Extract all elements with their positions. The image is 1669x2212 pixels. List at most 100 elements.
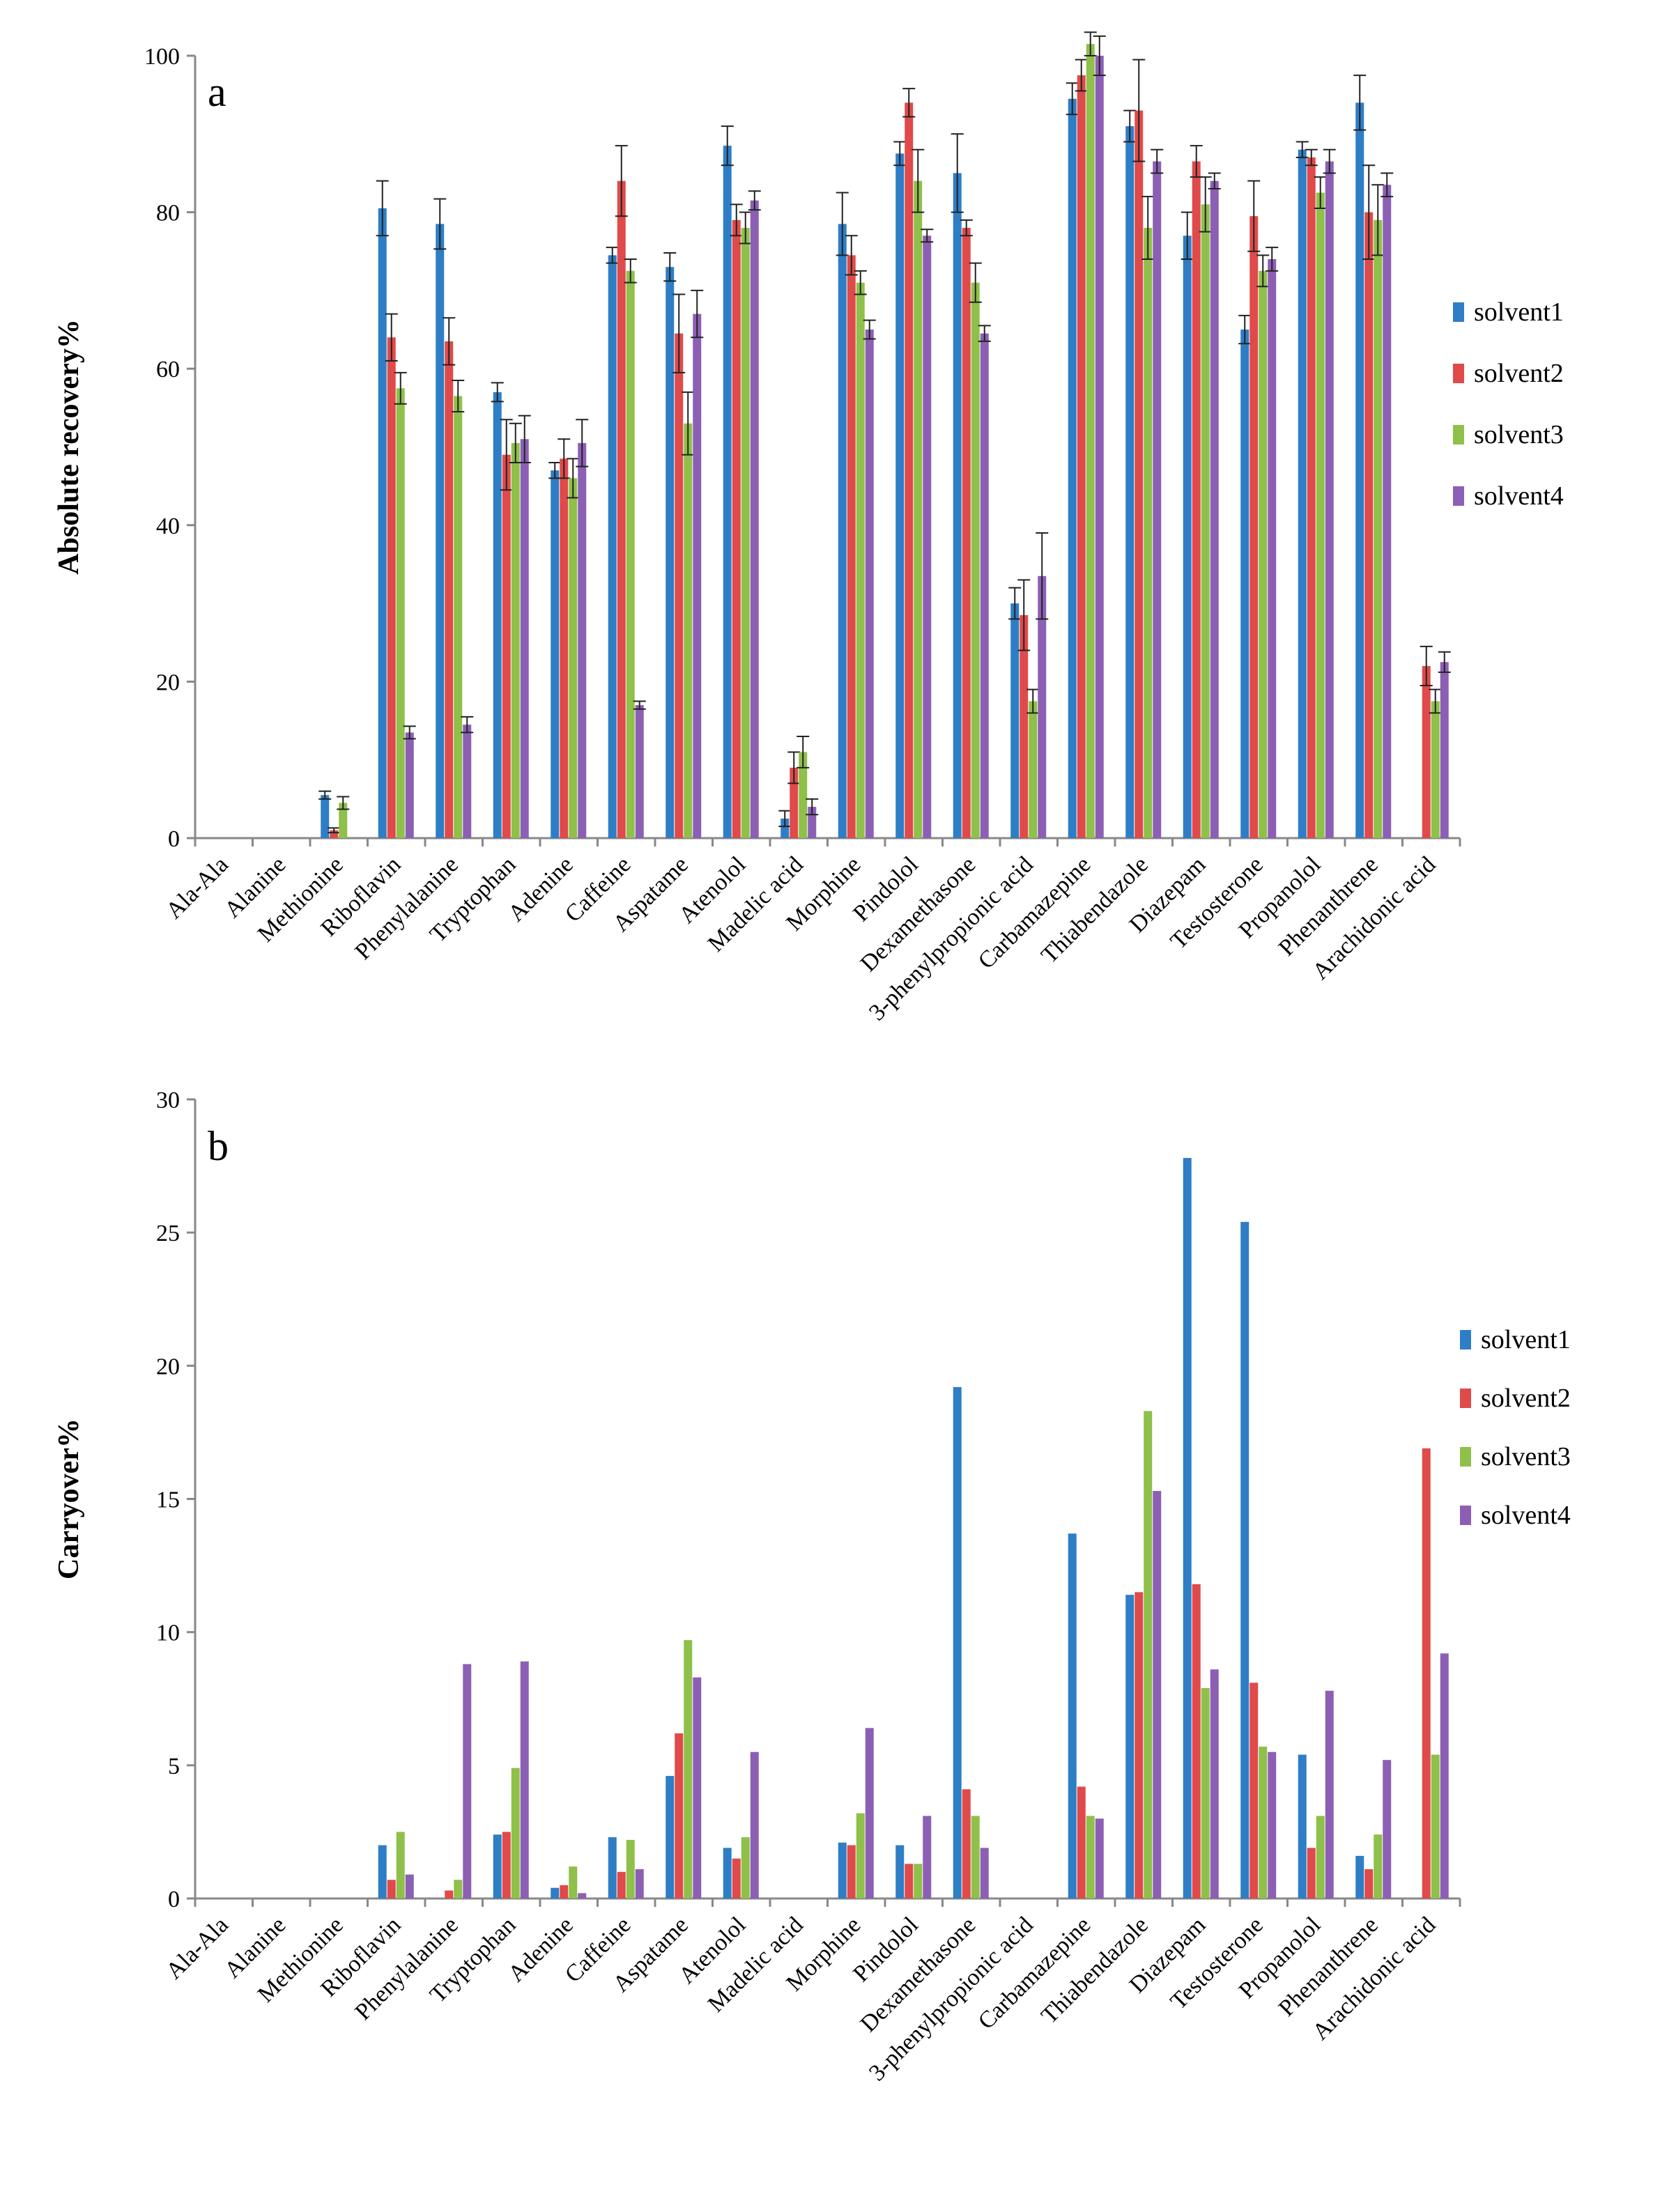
bar-b-solvent2-caffeine bbox=[617, 1871, 626, 1898]
bar-b-solvent2-tryptophan bbox=[502, 1832, 511, 1898]
bar-a-solvent3-atenolol bbox=[741, 228, 750, 838]
bar-b-solvent3-atenolol bbox=[741, 1837, 750, 1898]
bar-b-solvent2-aspatame bbox=[675, 1733, 684, 1898]
bar-a-solvent1-dexamethasone bbox=[953, 173, 962, 838]
bar-b-solvent1-morphine bbox=[838, 1842, 847, 1898]
bar-a-solvent3-pindolol bbox=[914, 180, 923, 838]
bar-b-solvent4-arachidonic-acid bbox=[1440, 1653, 1449, 1898]
bar-a-solvent1-methionine bbox=[321, 795, 330, 838]
bar-a-solvent3-madelic-acid bbox=[799, 752, 808, 838]
legend-label-b-solvent4: solvent4 bbox=[1481, 1501, 1571, 1530]
bar-a-solvent4-morphine bbox=[865, 330, 874, 838]
y-tick-label-a-100: 100 bbox=[144, 44, 180, 70]
bar-a-solvent1-diazepam bbox=[1183, 235, 1192, 838]
legend-label-a-solvent1: solvent1 bbox=[1474, 297, 1564, 327]
bar-b-solvent4-dexamethasone bbox=[980, 1848, 989, 1898]
bar-b-solvent4-tryptophan bbox=[520, 1661, 529, 1898]
bar-a-solvent1-pindolol bbox=[895, 153, 905, 838]
bar-b-solvent1-carbamazepine bbox=[1068, 1533, 1077, 1898]
bar-a-solvent2-dexamethasone bbox=[962, 228, 971, 838]
bar-a-solvent3-arachidonic-acid bbox=[1431, 701, 1440, 838]
panel-label-a: a bbox=[208, 69, 226, 115]
y-axis-title-b: Carryover% bbox=[53, 1418, 85, 1579]
bar-a-solvent2-testosterone bbox=[1249, 216, 1259, 839]
bar-b-solvent1-tryptophan bbox=[493, 1834, 502, 1898]
bar-a-solvent3-carbamazepine bbox=[1086, 44, 1095, 838]
bar-b-solvent3-phenylalanine bbox=[454, 1880, 463, 1898]
bar-a-solvent2-3-phenylpropionic-acid bbox=[1020, 614, 1029, 838]
bar-a-solvent3-3-phenylpropionic-acid bbox=[1029, 701, 1038, 838]
bar-a-solvent4-testosterone bbox=[1268, 258, 1277, 839]
bar-b-solvent1-diazepam bbox=[1183, 1158, 1192, 1898]
bar-b-solvent2-morphine bbox=[847, 1845, 856, 1898]
y-tick-label-b-25: 25 bbox=[156, 1221, 180, 1246]
bar-b-solvent1-caffeine bbox=[608, 1837, 617, 1898]
bar-a-solvent4-dexamethasone bbox=[980, 333, 989, 838]
bar-a-solvent1-madelic-acid bbox=[780, 818, 790, 838]
bar-b-solvent2-riboflavin bbox=[387, 1880, 396, 1898]
bar-a-solvent1-testosterone bbox=[1240, 330, 1249, 838]
bar-a-solvent1-phenylalanine bbox=[436, 224, 445, 838]
bar-b-solvent4-testosterone bbox=[1268, 1751, 1277, 1898]
bar-b-solvent3-pindolol bbox=[914, 1864, 923, 1898]
bar-a-solvent2-carbamazepine bbox=[1077, 75, 1086, 839]
bar-a-solvent4-phenylalanine bbox=[463, 725, 472, 838]
bar-b-solvent3-testosterone bbox=[1259, 1747, 1268, 1898]
bar-a-solvent3-morphine bbox=[856, 282, 865, 838]
bar-a-solvent3-tryptophan bbox=[511, 442, 520, 838]
bar-a-solvent2-madelic-acid bbox=[790, 767, 799, 838]
bar-b-solvent4-carbamazepine bbox=[1095, 1818, 1104, 1898]
bar-a-solvent3-methionine bbox=[339, 803, 348, 838]
y-tick-label-a-40: 40 bbox=[156, 513, 180, 539]
bar-a-solvent2-arachidonic-acid bbox=[1422, 665, 1431, 838]
bar-a-solvent2-phenylalanine bbox=[445, 341, 454, 838]
bar-b-solvent1-thiabendazole bbox=[1125, 1595, 1135, 1898]
bar-b-solvent2-thiabendazole bbox=[1135, 1592, 1144, 1898]
bar-a-solvent2-atenolol bbox=[732, 219, 741, 839]
bar-b-solvent3-caffeine bbox=[626, 1839, 635, 1898]
bar-b-solvent4-thiabendazole bbox=[1153, 1491, 1162, 1898]
bar-a-solvent2-methionine bbox=[330, 830, 339, 838]
y-tick-label-a-20: 20 bbox=[156, 670, 180, 695]
bar-b-solvent2-dexamethasone bbox=[962, 1789, 971, 1898]
bar-a-solvent4-riboflavin bbox=[405, 732, 414, 838]
bar-b-solvent1-phenanthrene bbox=[1355, 1855, 1364, 1898]
bar-b-solvent4-atenolol bbox=[750, 1751, 759, 1898]
bar-a-solvent2-thiabendazole bbox=[1135, 110, 1144, 839]
legend-label-a-solvent2: solvent2 bbox=[1474, 359, 1564, 388]
legend-swatch-b-solvent2 bbox=[1460, 1389, 1471, 1408]
bar-b-solvent2-carbamazepine bbox=[1077, 1786, 1086, 1898]
y-tick-label-b-5: 5 bbox=[168, 1754, 180, 1779]
bar-a-solvent1-phenanthrene bbox=[1355, 102, 1364, 838]
bar-b-solvent1-adenine bbox=[551, 1887, 560, 1898]
bar-a-solvent2-adenine bbox=[560, 458, 569, 838]
legend-swatch-a-solvent2 bbox=[1453, 364, 1464, 383]
bar-a-solvent1-riboflavin bbox=[378, 208, 387, 838]
bar-b-solvent1-riboflavin bbox=[378, 1845, 387, 1898]
bar-a-solvent1-thiabendazole bbox=[1125, 126, 1135, 838]
bar-b-solvent2-testosterone bbox=[1249, 1683, 1259, 1898]
bar-a-solvent2-aspatame bbox=[675, 333, 684, 838]
bar-b-solvent2-propanolol bbox=[1307, 1848, 1316, 1898]
bar-b-solvent1-pindolol bbox=[895, 1845, 905, 1898]
bar-b-solvent4-caffeine bbox=[635, 1869, 644, 1898]
y-tick-label-b-10: 10 bbox=[156, 1621, 180, 1646]
bar-a-solvent1-tryptophan bbox=[493, 392, 502, 838]
bar-b-solvent2-arachidonic-acid bbox=[1422, 1448, 1431, 1898]
bar-b-solvent3-arachidonic-acid bbox=[1431, 1754, 1440, 1898]
bar-a-solvent3-phenylalanine bbox=[454, 396, 463, 838]
bar-b-solvent3-tryptophan bbox=[511, 1768, 520, 1898]
bar-b-solvent1-testosterone bbox=[1240, 1221, 1249, 1898]
legend-label-b-solvent2: solvent2 bbox=[1481, 1384, 1571, 1413]
y-tick-label-a-80: 80 bbox=[156, 201, 180, 226]
legend-swatch-a-solvent3 bbox=[1453, 425, 1464, 444]
bar-b-solvent4-phenanthrene bbox=[1383, 1760, 1392, 1898]
bar-b-solvent2-adenine bbox=[560, 1885, 569, 1898]
bar-a-solvent1-adenine bbox=[551, 470, 560, 838]
bar-a-solvent1-carbamazepine bbox=[1068, 98, 1077, 838]
bar-a-solvent3-riboflavin bbox=[396, 388, 405, 838]
legend-label-b-solvent1: solvent1 bbox=[1481, 1325, 1571, 1354]
legend-swatch-a-solvent4 bbox=[1453, 486, 1464, 506]
bar-a-solvent3-propanolol bbox=[1316, 192, 1325, 838]
